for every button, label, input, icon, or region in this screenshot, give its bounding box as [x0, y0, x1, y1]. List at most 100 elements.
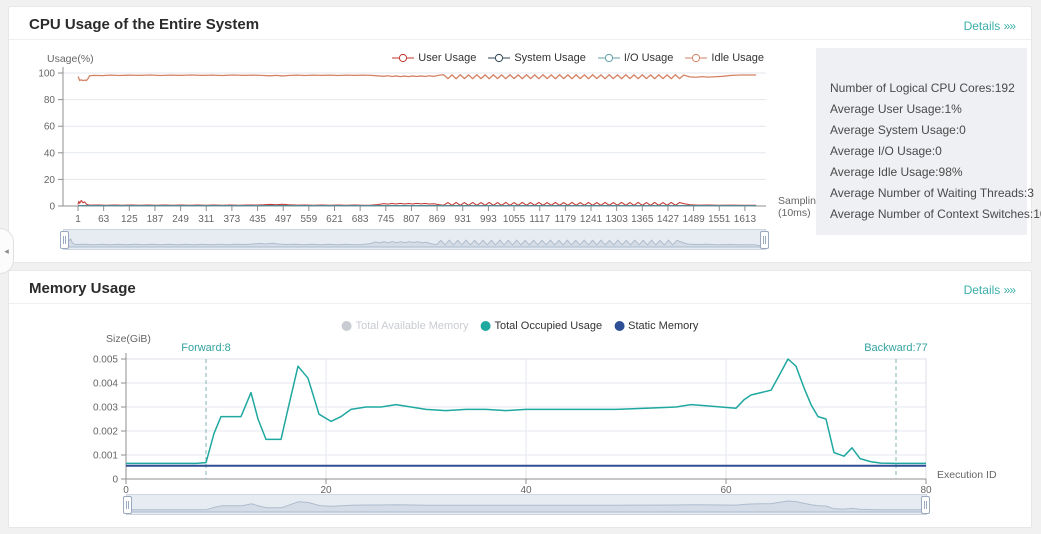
memory-details-link[interactable]: Details »»	[963, 283, 1016, 297]
stat-line: Number of Logical CPU Cores:192	[830, 81, 1015, 95]
datazoom-left-handle[interactable]	[60, 231, 69, 249]
stat-line: Average Idle Usage:98%	[830, 165, 963, 179]
double-chevron-right-icon: »	[1003, 283, 1011, 297]
series-line-user-usage	[77, 199, 757, 206]
legend-label: System Usage	[514, 52, 586, 64]
datazoom-silhouette	[64, 235, 765, 248]
double-chevron-right-icon: »	[1009, 19, 1016, 33]
cpu-datazoom-slider[interactable]	[60, 229, 769, 250]
y-axis-tick-label: 0	[49, 202, 55, 213]
x-axis-tick-label: 1613	[734, 214, 757, 225]
y-axis-tick-label: 40	[44, 148, 56, 159]
memory-panel-title: Memory Usage	[29, 280, 136, 297]
legend-label: Total Available Memory	[355, 320, 469, 332]
x-axis-tick-label: 1	[75, 214, 81, 225]
x-axis-tick-label: 621	[326, 214, 343, 225]
x-axis-tick-label: 60	[720, 485, 732, 493]
x-axis-tick-label: 931	[454, 214, 471, 225]
y-axis-tick-label: 0.002	[93, 427, 118, 438]
legend-item-static-memory[interactable]: Static Memory	[614, 320, 698, 332]
legend-item-total-occupied-usage[interactable]: Total Occupied Usage	[480, 320, 602, 332]
x-axis-tick-label: 869	[429, 214, 446, 225]
legend-item-system-usage[interactable]: System Usage	[488, 52, 586, 64]
x-axis-tick-label: 1179	[555, 214, 577, 225]
x-axis-tick-label: 1551	[708, 214, 731, 225]
stat-line: Average Number of Context Switches:1000	[830, 207, 1041, 221]
memory-x-axis-name: Execution ID	[937, 469, 997, 481]
datazoom-silhouette	[127, 500, 926, 513]
x-axis-tick-label: 63	[98, 214, 110, 225]
collapse-left-arrow-icon: ◂	[4, 245, 9, 256]
x-axis-tick-label: 435	[249, 214, 266, 225]
x-axis-tick-label: 80	[920, 485, 932, 493]
y-axis-tick-label: 0.003	[93, 403, 118, 414]
x-axis-tick-label: 559	[301, 214, 318, 225]
x-axis-tick-label: 807	[403, 214, 420, 225]
stat-line: Average I/O Usage:0	[830, 144, 942, 158]
x-axis-tick-label: 187	[147, 214, 164, 225]
memory-datazoom-slider[interactable]	[123, 494, 930, 515]
datazoom-right-handle[interactable]	[760, 231, 769, 249]
line-circle-marker-icon	[488, 53, 511, 63]
stat-line: Average Number of Waiting Threads:3	[830, 186, 1034, 200]
cpu-x-axis-name: Sampling (10ms)	[778, 195, 822, 219]
cpu-details-link[interactable]: Details »»	[963, 19, 1016, 33]
legend-item-total-available-memory[interactable]: Total Available Memory	[341, 320, 469, 332]
dot-marker-icon	[614, 321, 625, 331]
memory-panel-header: Memory Usage Details »»	[9, 271, 1031, 304]
x-axis-tick-label: 125	[121, 214, 138, 225]
double-chevron-right-icon: »	[1009, 283, 1016, 297]
dot-marker-icon	[480, 321, 491, 331]
legend-label: User Usage	[418, 52, 477, 64]
memory-usage-panel: Memory Usage Details »» Total Available …	[8, 270, 1032, 528]
cpu-chart-legend: User Usage System Usage I/O Usage Idle Usag…	[392, 51, 764, 65]
y-axis-tick-label: 0.001	[93, 451, 118, 462]
sidebar-collapse-handle[interactable]: ◂	[0, 228, 14, 274]
x-axis-tick-label: 0	[123, 485, 129, 493]
line-circle-marker-icon	[392, 53, 415, 63]
datazoom-left-handle[interactable]	[123, 496, 132, 514]
x-axis-tick-label: 373	[224, 214, 241, 225]
marker-label: Forward:8	[181, 342, 231, 354]
legend-label: I/O Usage	[623, 52, 674, 64]
y-axis-tick-label: 20	[44, 175, 56, 186]
x-axis-tick-label: 1241	[580, 214, 603, 225]
cpu-stats-box: Number of Logical CPU Cores:192 Average U…	[816, 48, 1041, 235]
marker-label: Backward:77	[864, 342, 928, 354]
x-axis-tick-label: 1489	[682, 214, 705, 225]
legend-label: Idle Usage	[711, 52, 764, 64]
double-chevron-right-icon: »	[1003, 19, 1011, 33]
cpu-panel-header: CPU Usage of the Entire System Details »…	[9, 7, 1031, 40]
x-axis-tick-label: 1427	[657, 214, 680, 225]
x-axis-tick-label: 1303	[606, 214, 629, 225]
memory-details-label: Details	[963, 283, 1001, 297]
x-axis-tick-label: 1117	[529, 214, 550, 225]
cpu-panel-title: CPU Usage of the Entire System	[29, 16, 260, 33]
x-axis-tick-label: 745	[377, 214, 394, 225]
stat-line: Average User Usage:1%	[830, 102, 962, 116]
memory-y-axis-name: Size(GiB)	[106, 333, 151, 345]
line-circle-marker-icon	[597, 53, 620, 63]
y-axis-tick-label: 0	[112, 475, 118, 486]
x-axis-tick-label: 1365	[631, 214, 654, 225]
memory-usage-chart[interactable]: 0 0.001 0.002 0.003 0.004 0.005 0 20 40 60 80 Forwa…	[9, 271, 1019, 493]
x-axis-tick-label: 311	[198, 214, 214, 225]
x-axis-tick-label: 1055	[503, 214, 526, 225]
y-axis-tick-label: 0.005	[93, 355, 118, 366]
series-line-idle-usage	[77, 74, 757, 82]
x-axis-tick-label: 249	[172, 214, 189, 225]
y-axis-tick-label: 80	[44, 95, 56, 106]
cpu-usage-panel: CPU Usage of the Entire System Details »…	[8, 6, 1041, 263]
x-axis-tick-label: 683	[352, 214, 369, 225]
legend-label: Static Memory	[628, 320, 699, 332]
stat-line: Average System Usage:0	[830, 123, 966, 137]
cpu-usage-chart[interactable]: 0 20 40 60 80 100 1 63 125 187 249 311 373 435 497 559 6…	[9, 7, 814, 237]
legend-item-idle-usage[interactable]: Idle Usage	[685, 52, 764, 64]
cpu-details-label: Details	[963, 19, 1001, 33]
legend-item-i-o-usage[interactable]: I/O Usage	[597, 52, 674, 64]
datazoom-right-handle[interactable]	[921, 496, 930, 514]
legend-item-user-usage[interactable]: User Usage	[392, 52, 476, 64]
legend-label: Total Occupied Usage	[494, 320, 603, 332]
x-axis-tick-label: 40	[520, 485, 532, 493]
